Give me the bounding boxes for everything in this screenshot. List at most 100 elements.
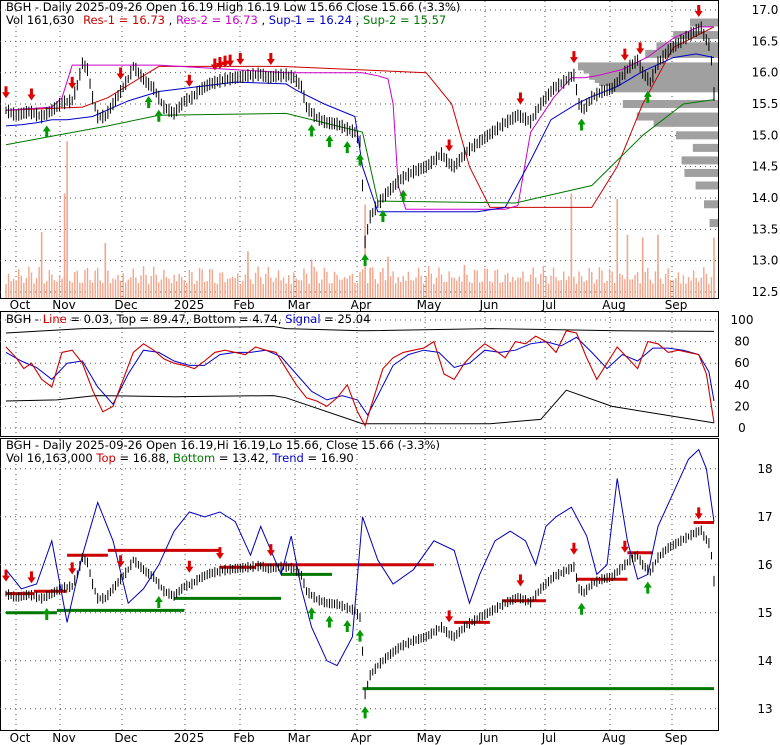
buy-arrow [325, 135, 334, 148]
x-tick-label: Jul [541, 298, 556, 312]
legend-sep-1: , [169, 13, 176, 27]
osc-top-line [5, 325, 715, 334]
x-tick-label: Sep [665, 298, 688, 312]
buy-arrow [144, 96, 153, 109]
sup2-line [5, 99, 715, 204]
trend-sep-3: = 16.90 [307, 451, 353, 465]
price-tick-label: 12.5 [752, 285, 779, 299]
sell-arrow [27, 88, 36, 101]
buy-arrow [154, 596, 163, 608]
sell-arrow [27, 571, 36, 584]
trend-trend-label: Trend [271, 451, 303, 465]
buy-arrow [307, 607, 316, 620]
sell-arrow [236, 52, 245, 65]
buy-arrow [343, 141, 352, 154]
osc-tick-label: 0 [738, 421, 746, 435]
x-tick-label: Jun [479, 731, 499, 745]
x-tick-label: Jul [541, 731, 556, 745]
trend-vol: Vol 16,163,000 [6, 451, 96, 465]
trend-tick-label: 17 [757, 510, 772, 524]
osc-tick-label: 100 [731, 313, 754, 327]
price-tick-label: 16.5 [752, 34, 779, 48]
buy-arrow [643, 581, 652, 594]
osc-line [5, 330, 715, 428]
osc-tick-label: 40 [734, 378, 749, 392]
sell-arrow [2, 569, 10, 582]
price-panel: 12.5 13.0 13.5 14.0 14.5 15.0 15.5 16.0 16.5 17.0… [0, 0, 778, 312]
sell-arrow [620, 48, 629, 61]
buy-arrow [361, 706, 370, 719]
sell-arrow [116, 555, 125, 568]
trend-panel-frame [0, 438, 719, 731]
osc-title-1: BGH - [6, 312, 43, 326]
buy-arrow [154, 109, 163, 122]
osc-bottom-line [5, 389, 715, 425]
sell-arrow [266, 53, 275, 66]
sell-arrow [68, 562, 77, 575]
x-tick-label: Oct [10, 731, 31, 745]
legend-sep-2: , [261, 13, 268, 27]
x-tick-label: Aug [602, 298, 625, 312]
x-tick-label: 2025 [174, 298, 205, 312]
x-tick-label: May [417, 731, 442, 745]
sell-arrow [569, 542, 578, 555]
res1-line [5, 26, 715, 208]
oscillator-y-axis: 0 20 40 60 80 100 [731, 313, 754, 435]
buy-arrow [42, 125, 51, 138]
buy-arrow [643, 90, 652, 103]
sell-arrow [694, 5, 703, 18]
res2-line [5, 26, 714, 210]
trend-bottom-label: Bottom [173, 451, 215, 465]
x-tick-label: Feb [233, 731, 254, 745]
profile-bar [692, 143, 718, 152]
sell-arrow [636, 42, 645, 55]
osc-tick-label: 80 [734, 335, 749, 349]
trend-lines [5, 448, 715, 700]
trend-panel: 13 14 15 16 17 18 Oct Nov Dec 2025 Feb Mar Apr May Ju… [0, 438, 773, 745]
price-tick-label: 15.0 [752, 128, 779, 142]
price-tick-label: 13.5 [752, 222, 779, 236]
x-tick-label: Nov [52, 731, 75, 745]
legend-res2: Res-2 = 16.73 [176, 13, 258, 27]
x-tick-label: Sep [665, 731, 688, 745]
profile-bar [709, 219, 718, 228]
profile-bar [622, 100, 718, 108]
sell-arrow [210, 58, 219, 71]
buy-arrow [343, 620, 352, 632]
x-tick-label: Feb [233, 298, 254, 312]
sell-arrow [620, 540, 629, 553]
legend-sup2: Sup-2 = 15.57 [363, 13, 446, 27]
price-tick-label: 14.0 [752, 191, 779, 205]
sell-arrow [221, 55, 230, 68]
trend-signal-arrows [2, 507, 703, 719]
osc-title-2: = 0.03, Top = 89.47, Bottom = 4.74, [70, 312, 285, 326]
x-tick-label: Oct [10, 298, 31, 312]
x-tick-label: Mar [288, 298, 311, 312]
trend-tick-label: 13 [757, 702, 772, 716]
price-panel-frame [0, 0, 719, 299]
sell-arrow [569, 51, 578, 64]
volume-bars [5, 141, 715, 298]
sell-arrow [516, 574, 525, 587]
trend-line [5, 448, 715, 667]
buy-arrow [577, 118, 586, 131]
trend-tick-label: 18 [757, 462, 772, 476]
price-tick-label: 15.5 [752, 97, 779, 111]
price-y-axis: 12.5 13.0 13.5 14.0 14.5 15.0 15.5 16.0 16.5 17.0 [752, 3, 779, 299]
osc-title-signal: Signal [285, 312, 320, 326]
sell-arrow [516, 92, 525, 105]
buy-arrow [325, 615, 334, 628]
profile-bar [676, 131, 718, 140]
oscillator-panel: 0 20 40 60 80 100 BGH - Line = 0.03, Top = 89… [0, 311, 754, 437]
profile-bar [704, 200, 718, 209]
osc-tick-label: 60 [734, 356, 749, 370]
sell-arrow [215, 56, 224, 69]
sell-arrow [694, 507, 703, 520]
x-tick-label: Apr [351, 298, 372, 312]
price-tick-label: 16.0 [752, 66, 779, 80]
sell-arrow [445, 610, 454, 623]
trend-top-label: Top [95, 451, 115, 465]
trend-tick-label: 16 [757, 558, 772, 572]
profile-bar [695, 181, 718, 190]
